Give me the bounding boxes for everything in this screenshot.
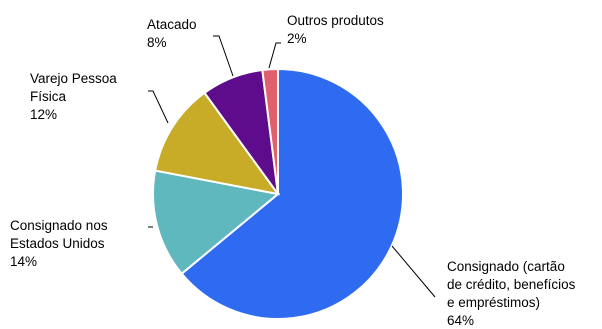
slice-percent-label: 12% xyxy=(30,107,57,122)
pie-slice xyxy=(261,67,279,195)
slice-category-label: e empréstimos) xyxy=(447,295,540,310)
leader-line xyxy=(213,35,234,77)
slice-category-label: Consignado (cartão xyxy=(447,259,565,274)
leader-line xyxy=(391,245,436,298)
slice-category-label: Física xyxy=(30,89,66,104)
slice-category-label: Varejo Pessoa xyxy=(30,71,117,86)
slice-category-label: de crédito, benefícios xyxy=(447,277,576,292)
pie-slice xyxy=(152,169,281,276)
slice-percent-label: 8% xyxy=(147,35,167,50)
slice-category-label: Consignado nos xyxy=(10,218,108,233)
slice-percent-label: 64% xyxy=(447,313,474,328)
pie-slice xyxy=(180,67,404,320)
slice-category-label: Estados Unidos xyxy=(10,236,105,251)
slice-category-label: Outros produtos xyxy=(287,13,384,28)
leader-lines xyxy=(148,35,436,298)
leader-line xyxy=(268,42,281,69)
slice-percent-label: 2% xyxy=(287,31,307,46)
leader-line xyxy=(148,90,169,124)
slice-category-label: Atacado xyxy=(147,17,197,32)
pie-slices xyxy=(152,67,404,320)
slice-percent-label: 14% xyxy=(10,254,37,269)
slice-labels: Consignado (cartão de crédito, benefícios… xyxy=(10,13,576,328)
pie-slice xyxy=(154,91,281,196)
